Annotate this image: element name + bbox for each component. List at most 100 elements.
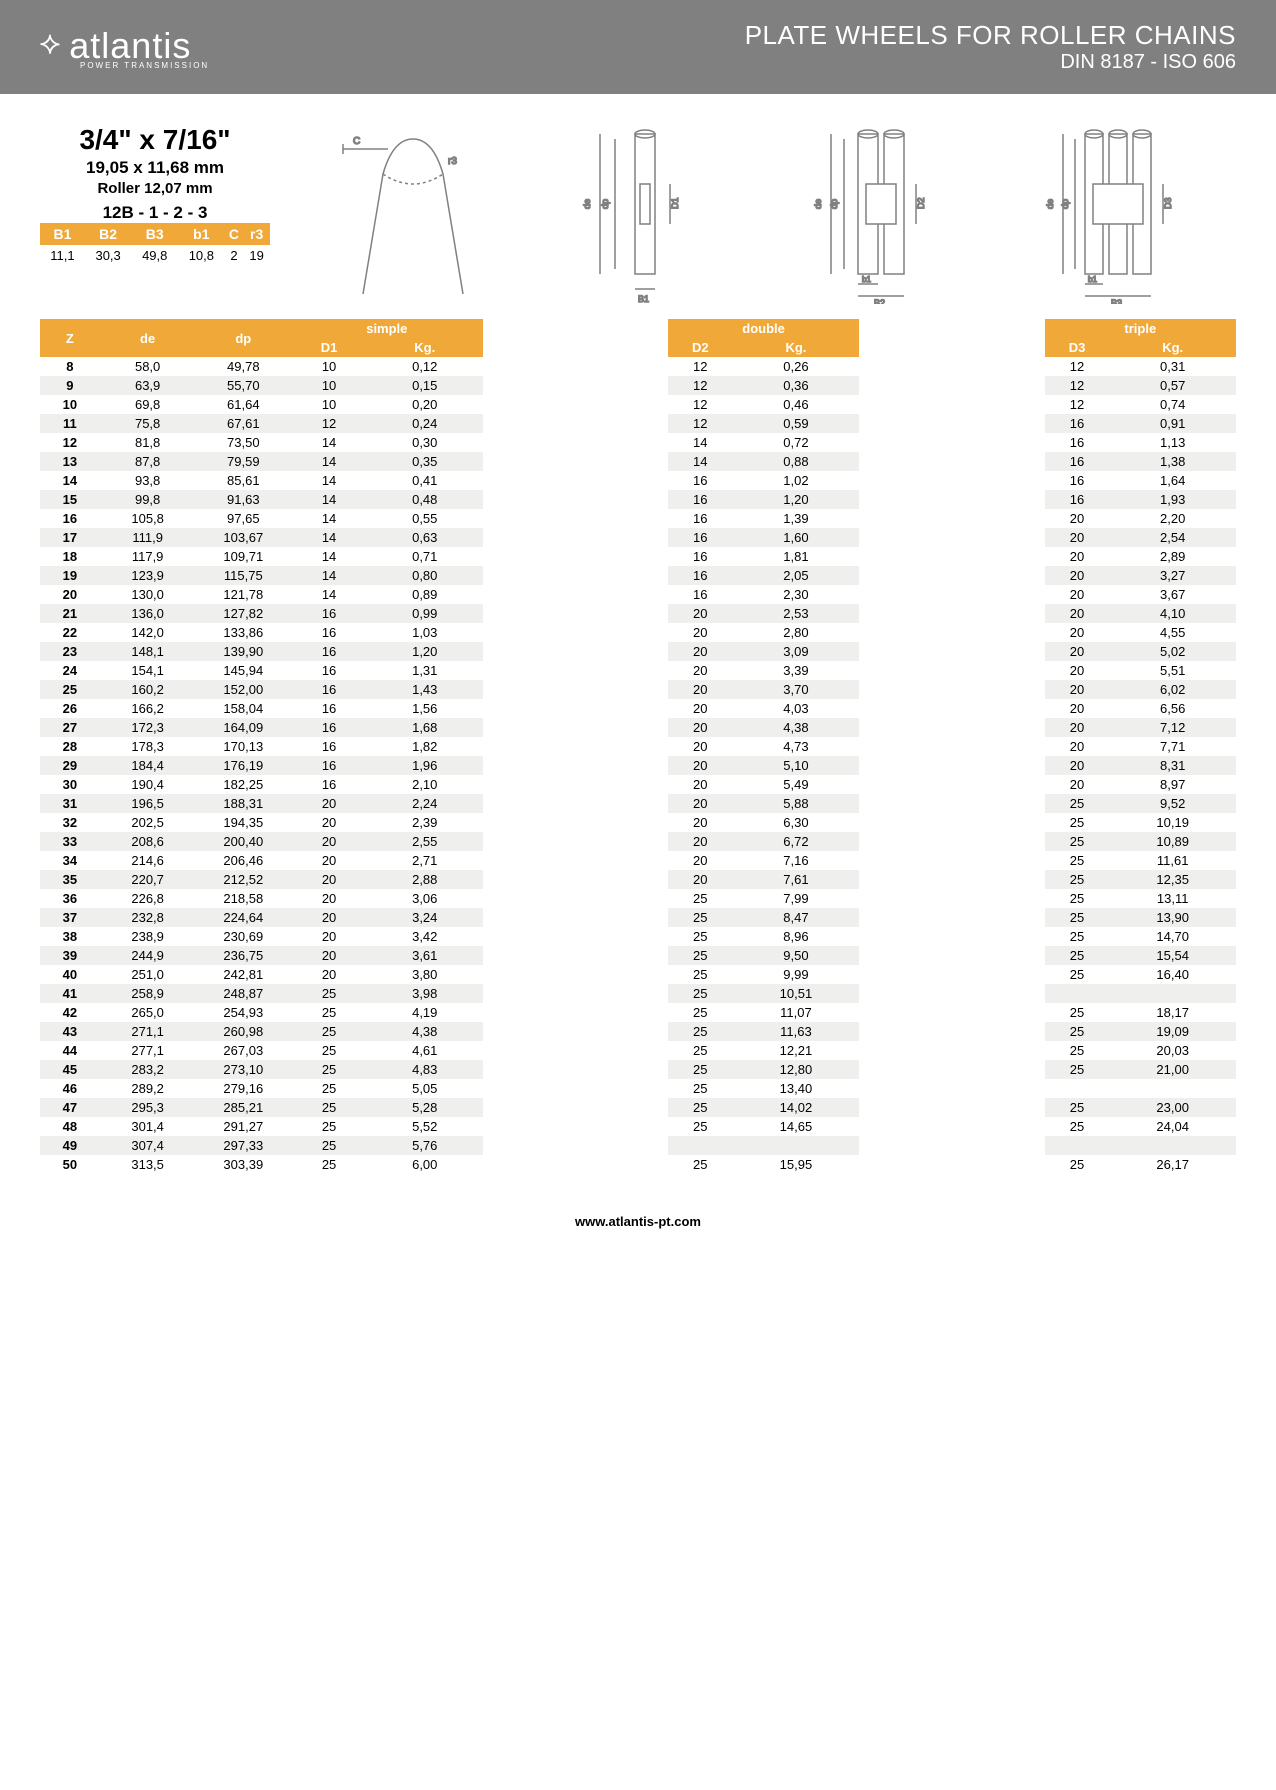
cell <box>859 832 1044 851</box>
cell: 49,78 <box>195 357 291 376</box>
cell: 0,12 <box>367 357 483 376</box>
cell: 196,5 <box>100 794 196 813</box>
cell: 20 <box>1045 623 1110 642</box>
bcol-B2: B2 <box>85 223 132 245</box>
cell: 14 <box>668 452 733 471</box>
cell: 230,69 <box>195 927 291 946</box>
cell: 226,8 <box>100 889 196 908</box>
cell: 25 <box>668 1155 733 1174</box>
cell: 14,70 <box>1109 927 1236 946</box>
cell: 6,00 <box>367 1155 483 1174</box>
cell: 25 <box>291 1117 367 1136</box>
cell: 8 <box>40 357 100 376</box>
cell: 14 <box>40 471 100 490</box>
cell: 20 <box>291 965 367 984</box>
cell: 25 <box>1045 1098 1110 1117</box>
cell: 44 <box>40 1041 100 1060</box>
cell: 260,98 <box>195 1022 291 1041</box>
cell: 297,33 <box>195 1136 291 1155</box>
cell: 142,0 <box>100 623 196 642</box>
svg-text:b1: b1 <box>862 275 871 284</box>
cell: 12 <box>668 414 733 433</box>
table-row: 27172,3164,09161,68204,38207,12 <box>40 718 1236 737</box>
cell: 236,75 <box>195 946 291 965</box>
cell: 7,12 <box>1109 718 1236 737</box>
cell: 21 <box>40 604 100 623</box>
cell: 16,40 <box>1109 965 1236 984</box>
cell <box>483 965 668 984</box>
cell <box>859 699 1044 718</box>
cell: 208,6 <box>100 832 196 851</box>
cell <box>859 623 1044 642</box>
cell <box>859 1155 1044 1174</box>
cell <box>483 528 668 547</box>
cell: 16 <box>291 604 367 623</box>
bval-C: 2 <box>225 245 244 266</box>
cell: 39 <box>40 946 100 965</box>
cell: 103,67 <box>195 528 291 547</box>
cell: 20 <box>668 851 733 870</box>
cell: 139,90 <box>195 642 291 661</box>
cell: 3,09 <box>733 642 860 661</box>
cell: 224,64 <box>195 908 291 927</box>
cell: 5,02 <box>1109 642 1236 661</box>
cell <box>483 357 668 376</box>
svg-text:de: de <box>1045 199 1055 209</box>
cell: 12 <box>668 395 733 414</box>
col-d3: D3 <box>1045 338 1110 357</box>
cell <box>483 547 668 566</box>
cell: 20 <box>1045 547 1110 566</box>
cell: 190,4 <box>100 775 196 794</box>
table-row: 1599,891,63140,48161,20161,93 <box>40 490 1236 509</box>
cell: 202,5 <box>100 813 196 832</box>
cell: 12,21 <box>733 1041 860 1060</box>
cell: 14 <box>291 528 367 547</box>
cell: 273,10 <box>195 1060 291 1079</box>
cell: 15 <box>40 490 100 509</box>
table-row: 1493,885,61140,41161,02161,64 <box>40 471 1236 490</box>
cell: 25 <box>1045 851 1110 870</box>
cell: 16 <box>1045 490 1110 509</box>
cell: 152,00 <box>195 680 291 699</box>
svg-text:r3: r3 <box>448 156 457 167</box>
cell: 4,83 <box>367 1060 483 1079</box>
cell <box>483 623 668 642</box>
bcol-B3: B3 <box>131 223 178 245</box>
table-row: 42265,0254,93254,192511,072518,17 <box>40 1003 1236 1022</box>
cell: 12 <box>668 376 733 395</box>
cell: 20 <box>668 718 733 737</box>
cell: 16 <box>291 756 367 775</box>
cell: 25 <box>291 1079 367 1098</box>
cell: 15,54 <box>1109 946 1236 965</box>
table-row: 47295,3285,21255,282514,022523,00 <box>40 1098 1236 1117</box>
cell: 20 <box>1045 775 1110 794</box>
cell: 24 <box>40 661 100 680</box>
cell: 1,31 <box>367 661 483 680</box>
cell: 45 <box>40 1060 100 1079</box>
table-row: 16105,897,65140,55161,39202,20 <box>40 509 1236 528</box>
cell: 127,82 <box>195 604 291 623</box>
bcol-B1: B1 <box>40 223 85 245</box>
cell: 29 <box>40 756 100 775</box>
cell: 14 <box>291 585 367 604</box>
col-dp: dp <box>195 319 291 357</box>
cell: 26,17 <box>1109 1155 1236 1174</box>
cell: 20 <box>668 623 733 642</box>
cell: 164,09 <box>195 718 291 737</box>
cell: 277,1 <box>100 1041 196 1060</box>
cell: 20 <box>668 642 733 661</box>
b-table: B1B2B3b1Cr3 11,130,349,810,8219 <box>40 223 270 266</box>
cell <box>859 528 1044 547</box>
table-row: 32202,5194,35202,39206,302510,19 <box>40 813 1236 832</box>
cell <box>859 889 1044 908</box>
cell: 14 <box>291 566 367 585</box>
cell: 244,9 <box>100 946 196 965</box>
cell: 25 <box>1045 1003 1110 1022</box>
cell: 1,81 <box>733 547 860 566</box>
cell <box>668 1136 733 1155</box>
cell: 61,64 <box>195 395 291 414</box>
cell: 49 <box>40 1136 100 1155</box>
cell <box>859 1098 1044 1117</box>
cell: 291,27 <box>195 1117 291 1136</box>
cell: 47 <box>40 1098 100 1117</box>
